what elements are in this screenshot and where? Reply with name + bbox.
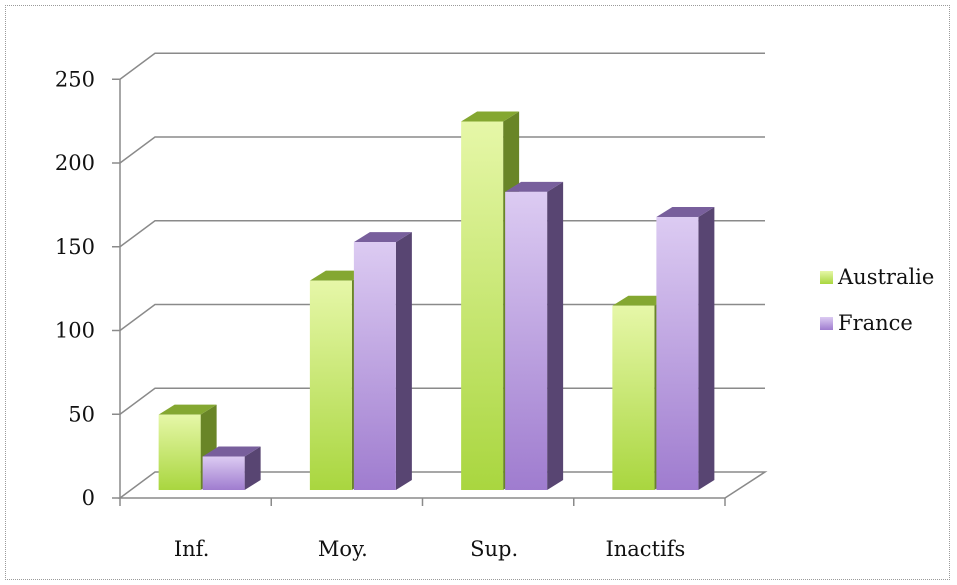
bar-side <box>395 232 412 490</box>
gridline <box>119 136 765 164</box>
bar-top <box>612 295 671 306</box>
y-tick-label: 200 <box>55 151 95 175</box>
bars <box>158 111 715 490</box>
bar-top <box>461 111 520 122</box>
bar-front <box>461 121 504 490</box>
x-category-label: Inactifs <box>605 537 685 561</box>
legend-item: Australie <box>820 265 934 289</box>
bar-front <box>158 414 201 490</box>
bar-top <box>505 181 564 192</box>
y-tick-label: 0 <box>82 486 95 510</box>
bar-front <box>505 191 548 490</box>
bar <box>158 404 217 490</box>
x-category-label: Sup. <box>470 537 518 561</box>
legend: Australie France <box>820 265 934 335</box>
x-axis-category-labels: Inf. Moy. Sup. Inactifs <box>174 537 685 561</box>
y-tick-label: 50 <box>68 402 95 426</box>
bar-front <box>612 305 655 490</box>
bar-side <box>244 446 261 490</box>
axes <box>112 78 768 506</box>
bar-top <box>656 206 715 217</box>
legend-label: Australie <box>837 265 934 289</box>
bar <box>656 206 715 490</box>
y-tick-label: 150 <box>55 235 95 259</box>
bar-top <box>353 232 412 243</box>
bar-front <box>656 216 699 490</box>
y-axis-tick-labels: 0 50 100 150 200 250 <box>55 67 95 510</box>
bar <box>353 232 412 490</box>
bar-side <box>698 206 715 490</box>
bar-top <box>158 404 217 415</box>
legend-swatch <box>820 271 833 284</box>
legend-swatch <box>820 317 833 330</box>
x-category-label: Moy. <box>318 537 368 561</box>
legend-item: France <box>820 311 913 335</box>
chart-floor <box>117 471 768 499</box>
bar-front <box>353 242 396 490</box>
bar-front <box>309 280 352 490</box>
bar-front <box>202 456 245 490</box>
x-category-label: Inf. <box>174 537 210 561</box>
bar <box>202 446 261 490</box>
gridline <box>119 52 765 80</box>
bar-top <box>202 446 261 457</box>
bar-side <box>547 181 564 490</box>
y-tick-label: 100 <box>55 319 95 343</box>
bar <box>505 181 564 490</box>
legend-label: France <box>838 311 913 335</box>
y-tick-label: 250 <box>55 67 95 91</box>
bar-top <box>309 270 368 281</box>
